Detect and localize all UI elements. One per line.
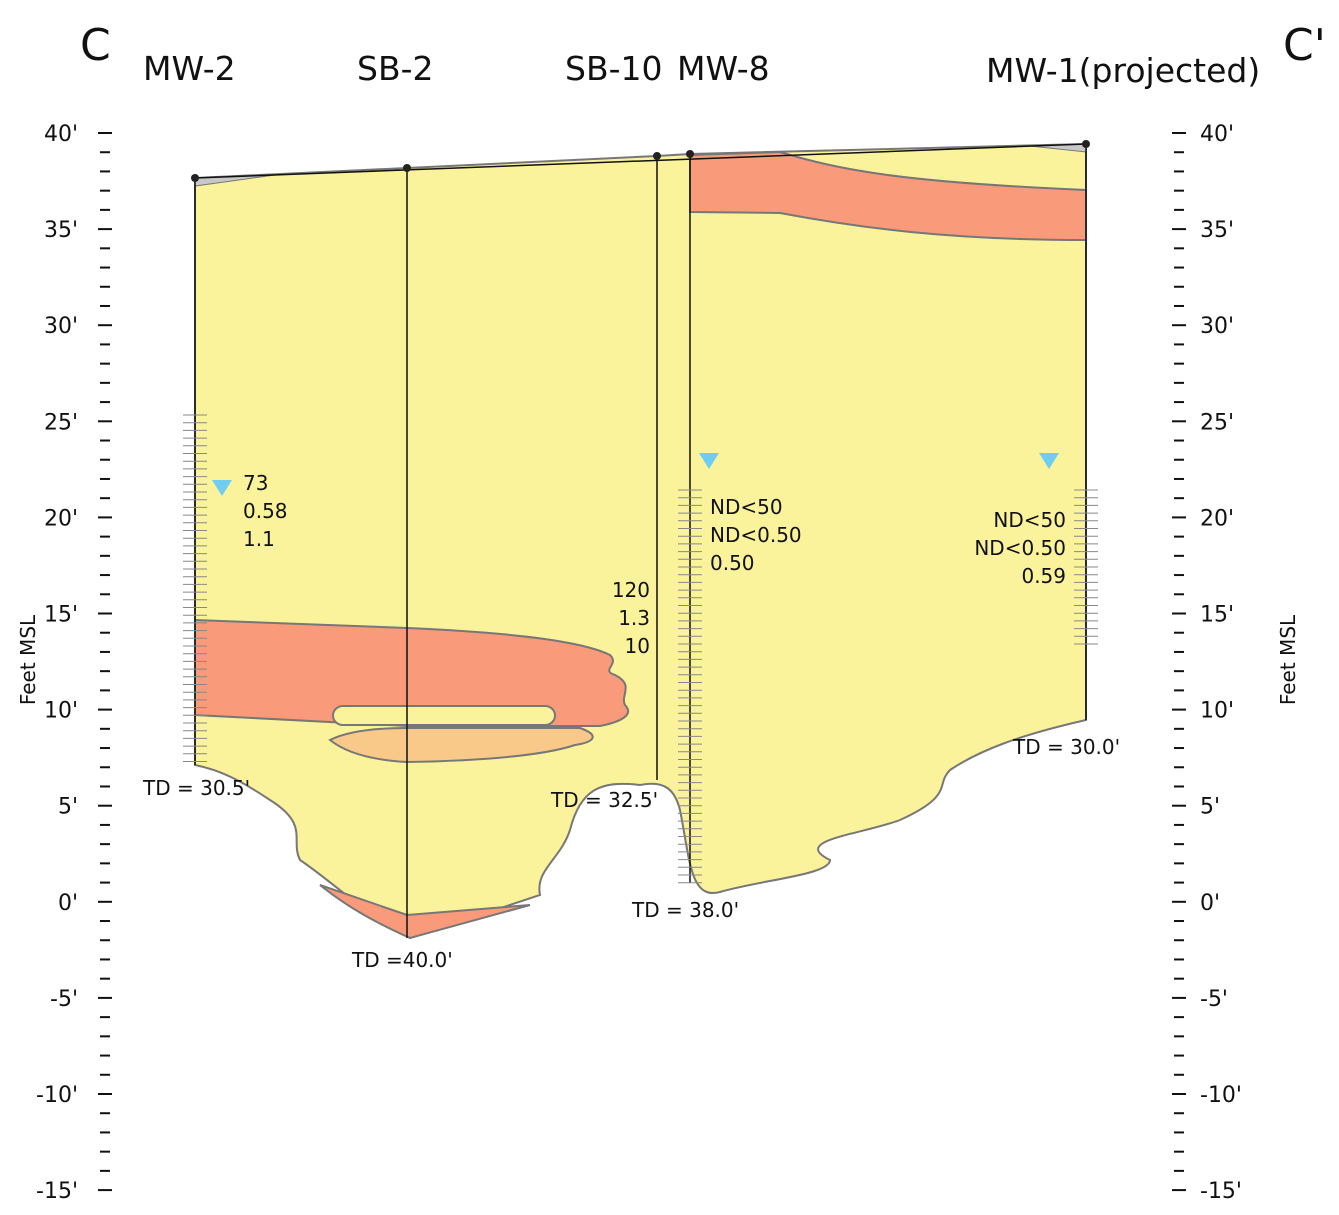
tick-label: 0' bbox=[1200, 891, 1220, 916]
result: 0.59 bbox=[1021, 564, 1066, 588]
tick-label: 0' bbox=[58, 891, 78, 916]
tick-label: 40' bbox=[44, 122, 78, 147]
td-label: TD = 38.0' bbox=[631, 898, 739, 922]
collar bbox=[1082, 140, 1090, 148]
tick-label: -5' bbox=[1200, 987, 1228, 1012]
td-label: TD =40.0' bbox=[351, 948, 453, 972]
axis-title: Feet MSL bbox=[1276, 614, 1300, 705]
well-name: MW-2 bbox=[143, 49, 236, 88]
result: 73 bbox=[243, 471, 268, 495]
tick-label: -5' bbox=[50, 987, 78, 1012]
sand-lens bbox=[333, 706, 555, 725]
tick-label: 10' bbox=[1200, 699, 1234, 724]
tick-label: 40' bbox=[1200, 122, 1234, 147]
tick-label: 25' bbox=[1200, 410, 1234, 435]
section-start: C bbox=[80, 20, 111, 71]
axis-title: Feet MSL bbox=[16, 614, 40, 705]
tick-label: 15' bbox=[44, 603, 78, 628]
collar bbox=[653, 152, 661, 160]
result: 10 bbox=[625, 634, 650, 658]
result: ND<0.50 bbox=[974, 536, 1066, 560]
result: ND<50 bbox=[993, 508, 1066, 532]
result: 0.58 bbox=[243, 499, 288, 523]
tick-label: 15' bbox=[1200, 603, 1234, 628]
collar bbox=[686, 150, 694, 158]
td-label: TD = 32.5' bbox=[550, 788, 658, 812]
tick-label: 25' bbox=[44, 410, 78, 435]
tick-label: 30' bbox=[1200, 314, 1234, 339]
tick-label: 10' bbox=[44, 699, 78, 724]
collar bbox=[191, 174, 199, 182]
section-end: C' bbox=[1283, 20, 1326, 71]
tick-label: -15' bbox=[1200, 1179, 1242, 1204]
well-name: SB-10 bbox=[565, 49, 663, 88]
well-name: MW-8 bbox=[677, 49, 770, 88]
tick-label: -10' bbox=[1200, 1083, 1242, 1108]
sand-body bbox=[195, 144, 1086, 938]
tick-label: 35' bbox=[1200, 218, 1234, 243]
result: ND<0.50 bbox=[710, 523, 802, 547]
tick-label: 5' bbox=[58, 795, 78, 820]
collar bbox=[403, 164, 411, 172]
geology bbox=[195, 144, 1086, 938]
tick-label: 20' bbox=[44, 506, 78, 531]
cross-section: C C' MW-2 SB-2 SB-10 MW-8 MW-1(projected… bbox=[0, 0, 1339, 1215]
well-name: MW-1(projected) bbox=[986, 51, 1260, 90]
result: 120 bbox=[612, 578, 650, 602]
td-label: TD = 30.0' bbox=[1012, 735, 1120, 759]
td-label: TD = 30.5' bbox=[142, 776, 250, 800]
tick-label: -15' bbox=[36, 1179, 78, 1204]
tick-label: 35' bbox=[44, 218, 78, 243]
well-name: SB-2 bbox=[357, 49, 434, 88]
result: 1.1 bbox=[243, 527, 275, 551]
tick-label: 30' bbox=[44, 314, 78, 339]
tick-label: 20' bbox=[1200, 506, 1234, 531]
tick-label: -10' bbox=[36, 1083, 78, 1108]
result: ND<50 bbox=[710, 495, 783, 519]
tick-label: 5' bbox=[1200, 795, 1220, 820]
result: 1.3 bbox=[618, 606, 650, 630]
result: 0.50 bbox=[710, 551, 755, 575]
